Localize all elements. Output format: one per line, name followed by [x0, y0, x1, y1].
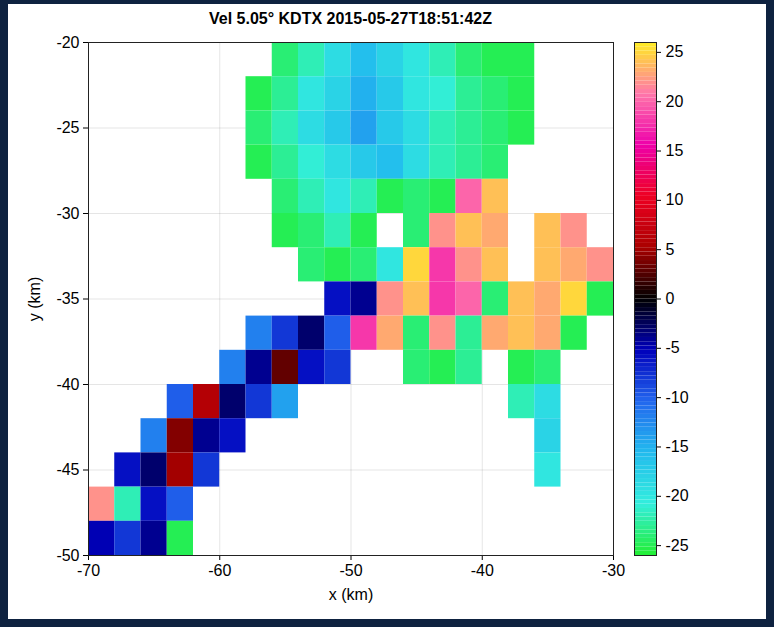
- svg-text:25: 25: [666, 43, 684, 60]
- svg-text:10: 10: [666, 191, 684, 208]
- svg-text:-20: -20: [56, 34, 79, 51]
- svg-text:-5: -5: [666, 339, 680, 356]
- svg-text:y (km): y (km): [26, 277, 43, 321]
- svg-text:-20: -20: [666, 487, 689, 504]
- svg-text:-50: -50: [56, 546, 80, 564]
- svg-text:-50: -50: [339, 562, 362, 579]
- svg-text:-60: -60: [208, 562, 231, 579]
- svg-text:-15: -15: [666, 438, 689, 455]
- svg-text:-30: -30: [56, 205, 79, 222]
- svg-text:-25: -25: [56, 119, 79, 136]
- svg-text:-70: -70: [77, 562, 100, 579]
- svg-text:-30: -30: [602, 562, 625, 579]
- svg-text:-25: -25: [666, 537, 689, 554]
- svg-text:-45: -45: [56, 461, 79, 478]
- svg-text:-35: -35: [56, 290, 79, 307]
- svg-text:-40: -40: [56, 376, 79, 393]
- svg-text:15: 15: [666, 142, 684, 159]
- svg-text:5: 5: [666, 241, 675, 258]
- svg-text:-40: -40: [471, 562, 494, 579]
- svg-text:x (km): x (km): [329, 586, 373, 603]
- svg-text:20: 20: [666, 93, 684, 110]
- html-text:Vel 5.05° KDTX 2015-05-27T18:5: Vel 5.05° KDTX 2015-05-27T18:51:42Z: [209, 10, 492, 27]
- svg-text:-10: -10: [666, 389, 689, 406]
- svg-text:0: 0: [666, 290, 675, 307]
